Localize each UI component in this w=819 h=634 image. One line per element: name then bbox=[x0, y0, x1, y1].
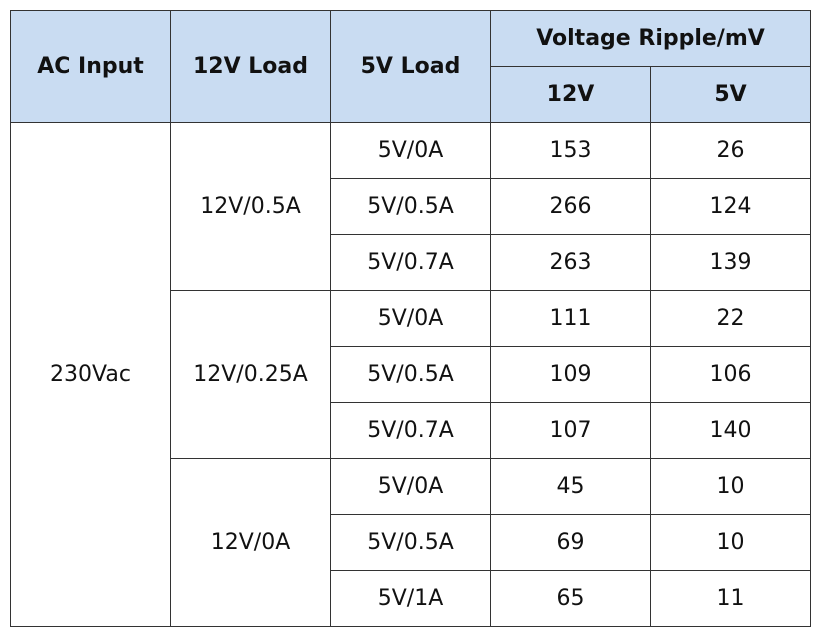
data-row: 5V/1A 65 11 bbox=[11, 570, 811, 627]
cell: 153 bbox=[490, 122, 651, 179]
header-cell: Voltage Ripple/mV bbox=[490, 10, 811, 67]
cell: 5V/0.7A bbox=[330, 234, 491, 291]
header-row: 12V 5V bbox=[11, 66, 811, 123]
cell: 5V/0.5A bbox=[330, 514, 491, 571]
cell: 5V/0.5A bbox=[330, 178, 491, 235]
cell: 5V/0A bbox=[330, 290, 491, 347]
cell: 106 bbox=[650, 346, 811, 403]
cell: 266 bbox=[490, 178, 651, 235]
data-row: 5V/0.7A 263 139 bbox=[11, 234, 811, 291]
cell: 45 bbox=[490, 458, 651, 515]
cell: 107 bbox=[490, 402, 651, 459]
cell: 5V/1A bbox=[330, 570, 491, 627]
cell: 5V/0A bbox=[330, 122, 491, 179]
cell: 5V/0A bbox=[330, 458, 491, 515]
cell: 111 bbox=[490, 290, 651, 347]
cell: 10 bbox=[650, 458, 811, 515]
data-row: 5V/0.5A 266 124 bbox=[11, 178, 811, 235]
cell: 69 bbox=[490, 514, 651, 571]
cell: 139 bbox=[650, 234, 811, 291]
header-cell: 5V Load bbox=[330, 10, 491, 123]
header-cell: 12V bbox=[490, 66, 651, 123]
data-row: 230Vac 12V/0.5A 5V/0A 153 26 bbox=[10, 122, 811, 627]
cell: 65 bbox=[490, 570, 651, 627]
cell: 12V/0A bbox=[170, 458, 331, 627]
cell: 5V/0.5A bbox=[330, 346, 491, 403]
cell: 263 bbox=[490, 234, 651, 291]
cell: 11 bbox=[650, 570, 811, 627]
data-row: 5V/0.5A 69 10 bbox=[11, 514, 811, 571]
table-body: 230Vac 12V/0.5A 5V/0A 153 26 5V/0.5A 266 124 5V/… bbox=[10, 122, 811, 627]
cell: 26 bbox=[650, 122, 811, 179]
cell: 5V/0.7A bbox=[330, 402, 491, 459]
cell: 10 bbox=[650, 514, 811, 571]
data-row: 5V/0.7A 107 140 bbox=[11, 402, 811, 459]
cell: 12V/0.25A bbox=[170, 290, 331, 459]
header-cell: 5V bbox=[650, 66, 811, 123]
cell: 124 bbox=[650, 178, 811, 235]
cell: 230Vac bbox=[10, 122, 171, 627]
cell: 22 bbox=[650, 290, 811, 347]
header-row: AC Input 12V Load 5V Load Voltage Ripple… bbox=[10, 10, 811, 123]
header-cell: AC Input bbox=[10, 10, 171, 123]
ripple-table: AC Input 12V Load 5V Load Voltage Ripple… bbox=[10, 10, 811, 627]
data-row: 12V/0.25A 5V/0A 111 22 bbox=[11, 290, 811, 459]
cell: 12V/0.5A bbox=[170, 122, 331, 291]
cell: 140 bbox=[650, 402, 811, 459]
cell: 109 bbox=[490, 346, 651, 403]
header-cell: 12V Load bbox=[170, 10, 331, 123]
data-row: 12V/0A 5V/0A 45 10 bbox=[11, 458, 811, 627]
